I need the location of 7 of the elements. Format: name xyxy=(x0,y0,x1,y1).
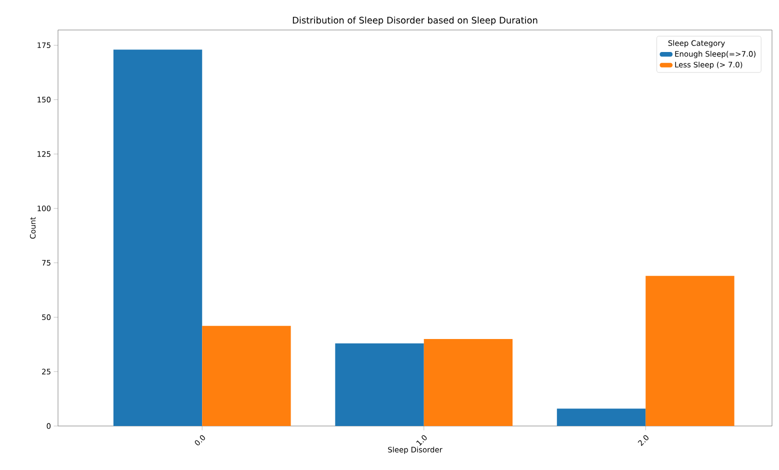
bar xyxy=(202,326,291,426)
bar xyxy=(113,50,202,426)
bar xyxy=(335,343,424,426)
chart-title: Distribution of Sleep Disorder based on Sleep Duration xyxy=(292,16,538,26)
bar xyxy=(556,408,646,426)
bar xyxy=(646,276,734,426)
bar xyxy=(424,338,513,426)
